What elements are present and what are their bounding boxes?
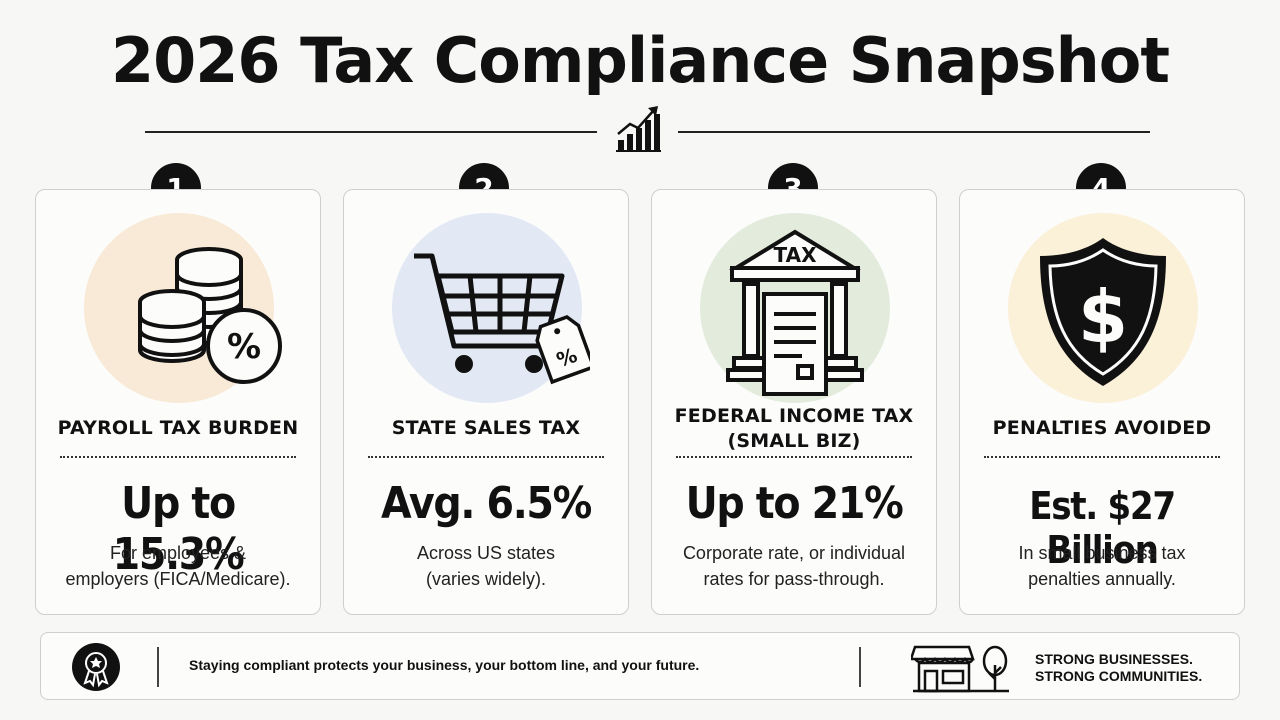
card-label-line2: (SMALL BIZ) (727, 430, 861, 452)
dotted-divider (368, 456, 604, 458)
dotted-divider (60, 456, 296, 458)
card-label-line1: FEDERAL INCOME TAX (674, 405, 914, 427)
dotted-divider (984, 456, 1220, 458)
footer-divider (859, 647, 861, 687)
storefront-tree-icon (911, 645, 1009, 693)
coins-percent-icon: % (138, 247, 282, 384)
card-federal-income-tax: TAX FEDERAL INCOME TAX (SMALL BIZ) Up to… (651, 189, 937, 615)
growth-chart-icon (616, 106, 661, 152)
card-description: In small business tax penalties annually… (1018, 543, 1186, 589)
card-description: Across US states (varies widely). (416, 543, 556, 589)
tax-building-document-icon: TAX (726, 229, 864, 396)
svg-text:%: % (227, 327, 261, 367)
card-stat: Avg. 6.5% (381, 478, 592, 529)
card-description: Corporate rate, or individual rates for … (682, 543, 906, 589)
card-penalties-avoided: $ PENALTIES AVOIDED Est. $27 Billion In … (959, 189, 1245, 615)
dotted-divider (676, 456, 912, 458)
card-label: PENALTIES AVOIDED (992, 417, 1212, 439)
title-divider-right (678, 131, 1150, 133)
award-ribbon-icon (72, 643, 120, 691)
card-stat: Est. $27 Billion (1029, 484, 1176, 572)
footer-message: Staying compliant protects your business… (189, 657, 700, 673)
dollar-shield-icon: $ (1040, 238, 1166, 386)
footer-slogan: STRONG BUSINESSES. STRONG COMMUNITIES. (1035, 651, 1202, 685)
card-label: PAYROLL TAX BURDEN (57, 417, 299, 439)
card-description: For employees & employers (FICA/Medicare… (65, 543, 291, 589)
card-payroll-tax: % PAYROLL TAX BURDEN Up to 15.3% For emp… (35, 189, 321, 615)
shopping-cart-tag-icon: % (414, 253, 590, 385)
footer-divider (157, 647, 159, 687)
card-stat: Up to 21% (685, 478, 904, 529)
tax-sign-text: TAX (774, 243, 818, 267)
slogan-line-2: STRONG COMMUNITIES. (1035, 668, 1203, 684)
card-sales-tax: % STATE SALES TAX Avg. 6.5% Across US st… (343, 189, 629, 615)
slogan-line-1: STRONG BUSINESSES. (1035, 651, 1193, 667)
card-stat: Up to 15.3% (112, 478, 245, 580)
dollar-sign: $ (1078, 275, 1128, 359)
title-divider-left (145, 131, 597, 133)
footer-banner: Staying compliant protects your business… (40, 632, 1240, 700)
page-title: 2026 Tax Compliance Snapshot (110, 24, 1170, 97)
card-label: STATE SALES TAX (391, 417, 581, 439)
